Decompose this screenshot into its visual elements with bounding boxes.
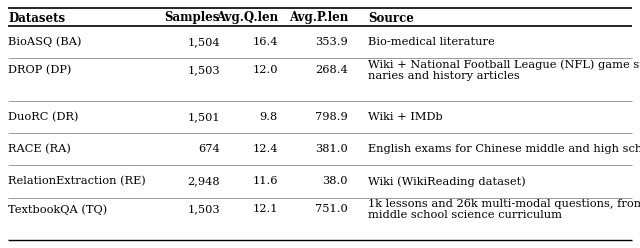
Text: 1,501: 1,501 (188, 112, 220, 122)
Text: Wiki (WikiReading dataset): Wiki (WikiReading dataset) (368, 176, 525, 187)
Text: 2,948: 2,948 (188, 177, 220, 186)
Text: DROP (DP): DROP (DP) (8, 65, 72, 75)
Text: 12.1: 12.1 (253, 204, 278, 215)
Text: 11.6: 11.6 (253, 177, 278, 186)
Text: BioASQ (BA): BioASQ (BA) (8, 37, 81, 47)
Text: 1k lessons and 26k multi-modal questions, from
middle school science curriculum: 1k lessons and 26k multi-modal questions… (368, 199, 640, 220)
Text: 9.8: 9.8 (260, 112, 278, 122)
Text: Bio-medical literature: Bio-medical literature (368, 37, 495, 47)
Text: Source: Source (368, 11, 414, 25)
Text: 12.0: 12.0 (253, 65, 278, 75)
Text: 16.4: 16.4 (253, 37, 278, 47)
Text: Samples: Samples (164, 11, 220, 25)
Text: 1,503: 1,503 (188, 65, 220, 75)
Text: RACE (RA): RACE (RA) (8, 144, 71, 154)
Text: 353.9: 353.9 (316, 37, 348, 47)
Text: English exams for Chinese middle and high school: English exams for Chinese middle and hig… (368, 144, 640, 154)
Text: TextbookQA (TQ): TextbookQA (TQ) (8, 204, 108, 215)
Text: 751.0: 751.0 (316, 204, 348, 215)
Text: 1,504: 1,504 (188, 37, 220, 47)
Text: Wiki + IMDb: Wiki + IMDb (368, 112, 443, 122)
Text: RelationExtraction (RE): RelationExtraction (RE) (8, 176, 146, 186)
Text: 38.0: 38.0 (323, 177, 348, 186)
Text: 798.9: 798.9 (316, 112, 348, 122)
Text: DuoRC (DR): DuoRC (DR) (8, 112, 79, 122)
Text: Wiki + National Football League (NFL) game sum-
naries and history articles: Wiki + National Football League (NFL) ga… (368, 59, 640, 81)
Text: 12.4: 12.4 (253, 144, 278, 154)
Text: 1,503: 1,503 (188, 204, 220, 215)
Text: 674: 674 (198, 144, 220, 154)
Text: 381.0: 381.0 (316, 144, 348, 154)
Text: Datasets: Datasets (8, 11, 65, 25)
Text: Avg.P.len: Avg.P.len (289, 11, 348, 25)
Text: 268.4: 268.4 (316, 65, 348, 75)
Text: Avg.Q.len: Avg.Q.len (216, 11, 278, 25)
